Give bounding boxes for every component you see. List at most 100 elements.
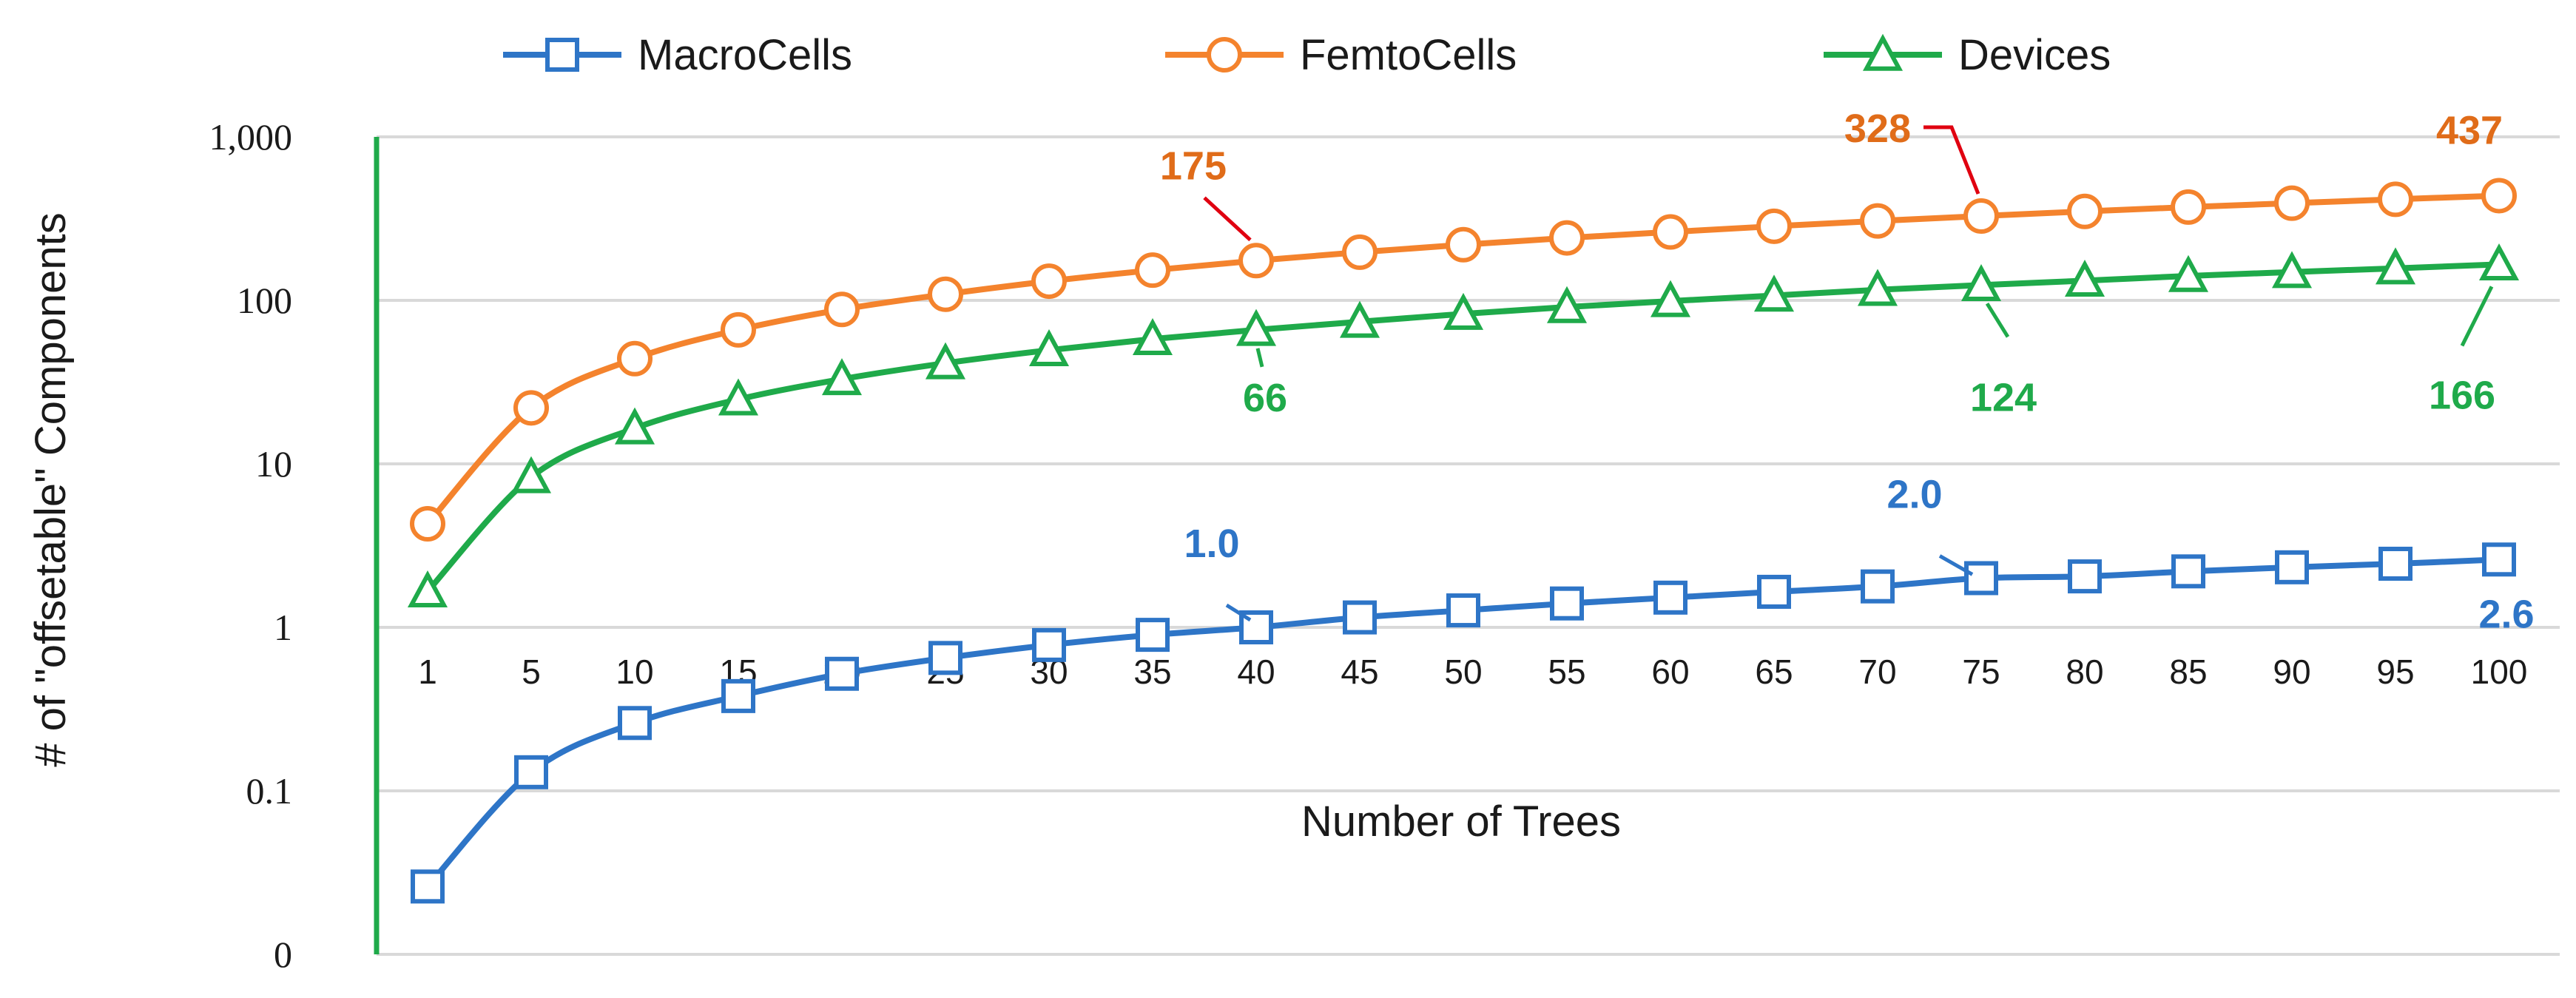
data-point-femtocells (1031, 263, 1067, 300)
annotation-leader-line (1923, 125, 1980, 195)
data-label-femtocells: 175 (1160, 144, 1227, 188)
legend-label: MacroCells (638, 31, 852, 79)
annotation-leader-line (1203, 196, 1252, 242)
x-tick-label: 50 (1444, 653, 1482, 691)
data-point-devices (1546, 286, 1588, 323)
y-axis-title: # of "offsetable" Components (27, 212, 75, 766)
legend-marker-femtocells (1207, 37, 1242, 73)
data-point-femtocells (1963, 198, 1999, 234)
annotation-leader-line (1938, 554, 1974, 576)
legend-marker-devices (1862, 33, 1904, 71)
data-point-femtocells (2481, 178, 2517, 214)
series-lines (407, 178, 2520, 904)
series-macrocells (411, 542, 2516, 904)
data-point-femtocells (1238, 243, 1274, 279)
data-point-macrocells (1032, 627, 1066, 662)
data-labels: 175 328 437 66 124 166 1.0 2.0 2.6 (1160, 107, 2535, 636)
data-point-macrocells (1757, 574, 1791, 609)
data-point-macrocells (2068, 559, 2102, 594)
x-tick-label: 95 (2376, 653, 2414, 691)
series-femtocells (410, 178, 2517, 542)
annotation-leaders (1203, 125, 2494, 622)
x-tick-label: 75 (1962, 653, 2000, 691)
data-point-femtocells (410, 506, 445, 542)
data-label-femtocells: 328 (1844, 107, 1911, 151)
data-point-femtocells (1860, 203, 1895, 239)
data-point-devices (718, 378, 759, 416)
y-tick-label: 0.1 (246, 770, 293, 812)
data-point-macrocells (928, 641, 962, 675)
data-point-macrocells (618, 706, 652, 741)
data-point-macrocells (825, 656, 859, 691)
data-point-devices (2271, 251, 2313, 289)
data-point-macrocells (1343, 600, 1377, 635)
legend-item-devices: Devices (1824, 31, 2111, 79)
data-point-devices (1650, 280, 1691, 317)
x-tick-label: 70 (1858, 653, 1896, 691)
data-point-femtocells (1135, 252, 1170, 289)
y-axis-ticks: 1,000 100 10 1 0.1 0 (209, 116, 293, 975)
data-point-femtocells (2274, 185, 2310, 221)
data-point-devices (821, 358, 863, 396)
series-devices (407, 243, 2520, 608)
data-point-macrocells (1861, 569, 1895, 604)
data-point-devices (1235, 308, 1277, 346)
legend-item-macrocells: MacroCells (503, 31, 852, 79)
data-label-devices: 166 (2429, 373, 2495, 417)
data-point-devices (1443, 292, 1484, 330)
annotation-leader-line (1225, 603, 1252, 622)
data-point-macrocells (1446, 593, 1480, 628)
data-point-femtocells (1549, 220, 1585, 256)
data-point-femtocells (1342, 234, 1378, 270)
legend: MacroCells FemtoCells Devices (503, 31, 2111, 79)
data-point-femtocells (2171, 189, 2206, 225)
data-point-devices (2478, 243, 2520, 281)
data-point-devices (2375, 247, 2416, 285)
data-point-femtocells (2378, 181, 2413, 218)
data-point-femtocells (928, 276, 963, 312)
data-point-devices (1028, 328, 1070, 366)
data-point-femtocells (721, 311, 756, 348)
x-tick-label: 45 (1341, 653, 1378, 691)
y-tick-label: 1 (274, 607, 292, 648)
x-tick-label: 60 (1651, 653, 1689, 691)
data-label-devices: 66 (1243, 376, 1287, 420)
x-tick-label: 55 (1548, 653, 1585, 691)
data-point-devices (510, 456, 552, 493)
data-point-macrocells (2171, 554, 2205, 589)
data-point-macrocells (514, 755, 548, 789)
data-label-macrocells: 1.0 (1184, 522, 1239, 566)
data-label-femtocells: 437 (2436, 108, 2503, 152)
data-label-macrocells: 2.0 (1887, 472, 1942, 516)
x-tick-label: 35 (1133, 653, 1171, 691)
x-tick-label: 5 (522, 653, 541, 691)
data-point-femtocells (513, 390, 549, 426)
legend-item-femtocells: FemtoCells (1165, 31, 1517, 79)
data-point-macrocells (2482, 542, 2516, 577)
y-tick-label: 100 (237, 280, 292, 321)
data-point-macrocells (1653, 580, 1687, 615)
x-tick-label: 40 (1237, 653, 1275, 691)
x-tick-label: 90 (2273, 653, 2310, 691)
data-point-devices (614, 407, 655, 445)
y-tick-label: 10 (255, 443, 292, 485)
data-point-femtocells (824, 291, 860, 328)
y-tick-label: 0 (274, 934, 292, 975)
data-point-macrocells (1550, 586, 1584, 621)
data-point-femtocells (2067, 193, 2103, 229)
data-point-macrocells (2378, 546, 2413, 581)
legend-label: Devices (1958, 31, 2111, 79)
data-point-femtocells (1446, 226, 1481, 263)
annotation-leader-line (2460, 286, 2494, 347)
data-point-devices (2064, 260, 2105, 297)
data-point-devices (1857, 269, 1898, 306)
data-point-devices (1132, 317, 1173, 355)
data-point-femtocells (1653, 214, 1688, 250)
data-point-devices (1339, 300, 1380, 338)
legend-marker-macrocells (545, 38, 579, 72)
data-point-devices (407, 570, 448, 608)
data-point-devices (2168, 254, 2209, 292)
x-tick-label: 100 (2471, 653, 2528, 691)
x-tick-label: 85 (2169, 653, 2207, 691)
